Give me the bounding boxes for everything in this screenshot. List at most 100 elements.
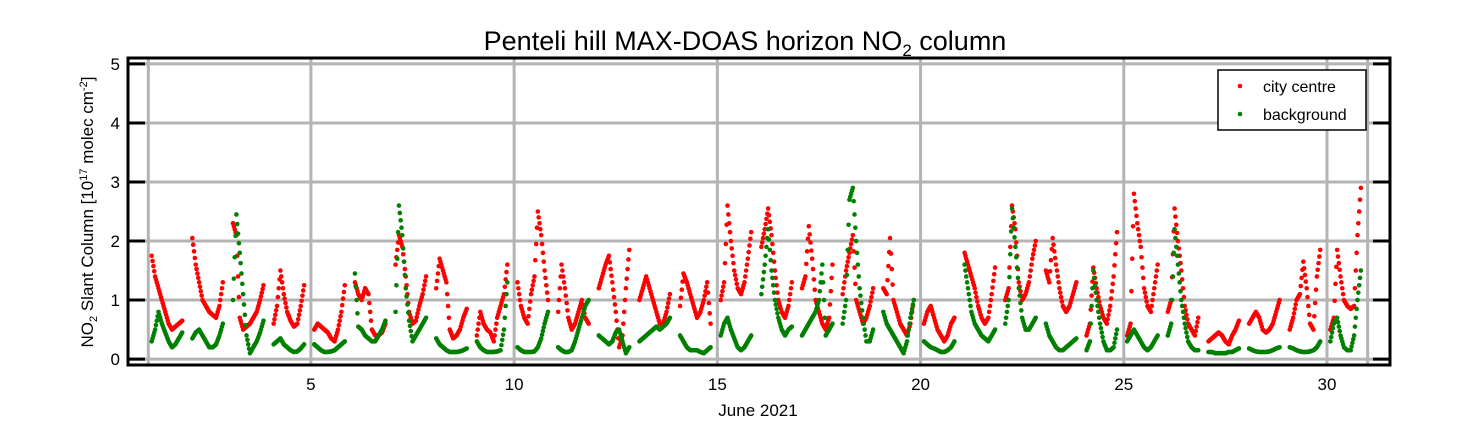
point-city-centre bbox=[986, 315, 991, 321]
point-background bbox=[1183, 325, 1188, 331]
chart-title: Penteli hill MAX-DOAS horizon NO2 column bbox=[484, 26, 1007, 60]
point-background bbox=[1005, 303, 1011, 309]
point-background bbox=[1179, 303, 1185, 309]
point-city-centre bbox=[1059, 299, 1065, 304]
point-city-centre bbox=[1174, 230, 1180, 236]
point-city-centre bbox=[1130, 223, 1136, 229]
point-city-centre bbox=[1135, 226, 1141, 232]
point-city-centre bbox=[502, 284, 508, 290]
point-city-centre bbox=[217, 303, 222, 309]
point-city-centre bbox=[218, 291, 224, 297]
point-city-centre bbox=[764, 216, 769, 222]
point-city-centre bbox=[804, 249, 810, 254]
point-background bbox=[850, 185, 856, 191]
point-city-centre bbox=[852, 265, 857, 270]
point-background bbox=[1011, 225, 1017, 231]
point-city-centre bbox=[1311, 327, 1316, 332]
point-background bbox=[992, 327, 998, 332]
point-city-centre bbox=[516, 285, 521, 291]
point-city-centre bbox=[416, 307, 421, 312]
point-city-centre bbox=[1195, 319, 1200, 325]
point-background bbox=[1008, 229, 1014, 234]
point-city-centre bbox=[219, 285, 225, 291]
point-city-centre bbox=[586, 321, 591, 326]
point-background bbox=[1017, 293, 1022, 298]
point-city-centre bbox=[1114, 229, 1120, 235]
point-city-centre bbox=[339, 302, 345, 308]
point-city-centre bbox=[952, 315, 957, 321]
x-tick-label: 25 bbox=[1114, 375, 1133, 394]
point-background bbox=[768, 257, 773, 263]
point-city-centre bbox=[1033, 238, 1039, 244]
point-background bbox=[861, 321, 867, 326]
point-background bbox=[1170, 274, 1176, 279]
point-city-centre bbox=[610, 280, 615, 285]
point-city-centre bbox=[828, 288, 834, 294]
point-city-centre bbox=[842, 280, 847, 285]
point-background bbox=[1016, 285, 1022, 291]
point-background bbox=[500, 332, 506, 338]
point-background bbox=[774, 306, 779, 312]
point-city-centre bbox=[1113, 240, 1119, 246]
point-background bbox=[1100, 334, 1105, 340]
point-background bbox=[842, 309, 847, 315]
point-city-centre bbox=[538, 226, 543, 232]
y-tick-label: 2 bbox=[111, 232, 120, 251]
point-background bbox=[1111, 344, 1116, 350]
point-city-centre bbox=[762, 226, 768, 232]
point-city-centre bbox=[726, 212, 731, 217]
point-background bbox=[858, 300, 864, 306]
point-city-centre bbox=[476, 321, 481, 326]
point-city-centre bbox=[870, 285, 876, 291]
point-background bbox=[220, 321, 226, 326]
point-city-centre bbox=[1128, 321, 1133, 326]
point-city-centre bbox=[734, 281, 740, 287]
point-city-centre bbox=[747, 243, 752, 248]
point-city-centre bbox=[261, 282, 266, 288]
point-background bbox=[764, 244, 769, 250]
point-city-centre bbox=[743, 268, 749, 273]
point-background bbox=[862, 327, 867, 332]
point-city-centre bbox=[434, 278, 440, 284]
point-background bbox=[857, 285, 862, 291]
point-background bbox=[708, 344, 713, 350]
point-city-centre bbox=[1337, 267, 1343, 273]
legend-marker-city-centre bbox=[1237, 83, 1243, 89]
point-city-centre bbox=[197, 284, 203, 290]
point-city-centre bbox=[840, 291, 845, 297]
point-background bbox=[236, 240, 242, 246]
point-city-centre bbox=[1112, 263, 1117, 268]
point-city-centre bbox=[179, 318, 185, 324]
point-city-centre bbox=[719, 293, 724, 298]
point-city-centre bbox=[622, 297, 628, 303]
point-city-centre bbox=[297, 308, 303, 313]
point-city-centre bbox=[272, 316, 277, 322]
point-city-centre bbox=[527, 306, 532, 312]
point-city-centre bbox=[1111, 274, 1116, 279]
point-background bbox=[404, 294, 409, 299]
point-background bbox=[1097, 321, 1103, 326]
point-city-centre bbox=[557, 285, 563, 291]
point-city-centre bbox=[789, 280, 795, 285]
point-city-centre bbox=[621, 321, 626, 326]
point-city-centre bbox=[849, 237, 855, 242]
point-city-centre bbox=[1143, 294, 1149, 300]
point-background bbox=[245, 337, 250, 343]
point-background bbox=[408, 328, 414, 334]
point-city-centre bbox=[1298, 283, 1304, 289]
point-city-centre bbox=[1089, 293, 1094, 298]
data-points bbox=[149, 185, 1364, 356]
point-city-centre bbox=[539, 241, 545, 247]
point-city-centre bbox=[541, 259, 547, 264]
point-background bbox=[1014, 265, 1020, 270]
point-city-centre bbox=[1056, 280, 1061, 285]
point-background bbox=[1010, 215, 1016, 221]
point-city-centre bbox=[1026, 280, 1032, 285]
point-city-centre bbox=[1333, 281, 1338, 287]
point-background bbox=[853, 238, 859, 244]
point-background bbox=[1090, 268, 1096, 273]
point-city-centre bbox=[846, 254, 851, 260]
point-city-centre bbox=[402, 266, 408, 272]
point-city-centre bbox=[276, 285, 282, 291]
point-city-centre bbox=[890, 282, 895, 287]
